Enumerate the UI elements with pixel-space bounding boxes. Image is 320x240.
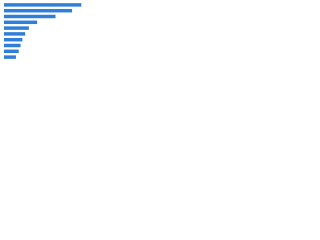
bar bbox=[4, 14, 56, 19]
bar bbox=[4, 43, 21, 48]
chart bbox=[4, 3, 82, 59]
bar bbox=[4, 37, 23, 42]
bar bbox=[4, 49, 19, 54]
bar bbox=[4, 3, 82, 7]
bar bbox=[4, 32, 26, 36]
page: {"chart_data": {"type": "bar", "orientat… bbox=[0, 0, 100, 71]
bar bbox=[4, 26, 29, 30]
bar bbox=[4, 8, 73, 13]
bar bbox=[4, 55, 16, 59]
bar bbox=[4, 20, 38, 25]
